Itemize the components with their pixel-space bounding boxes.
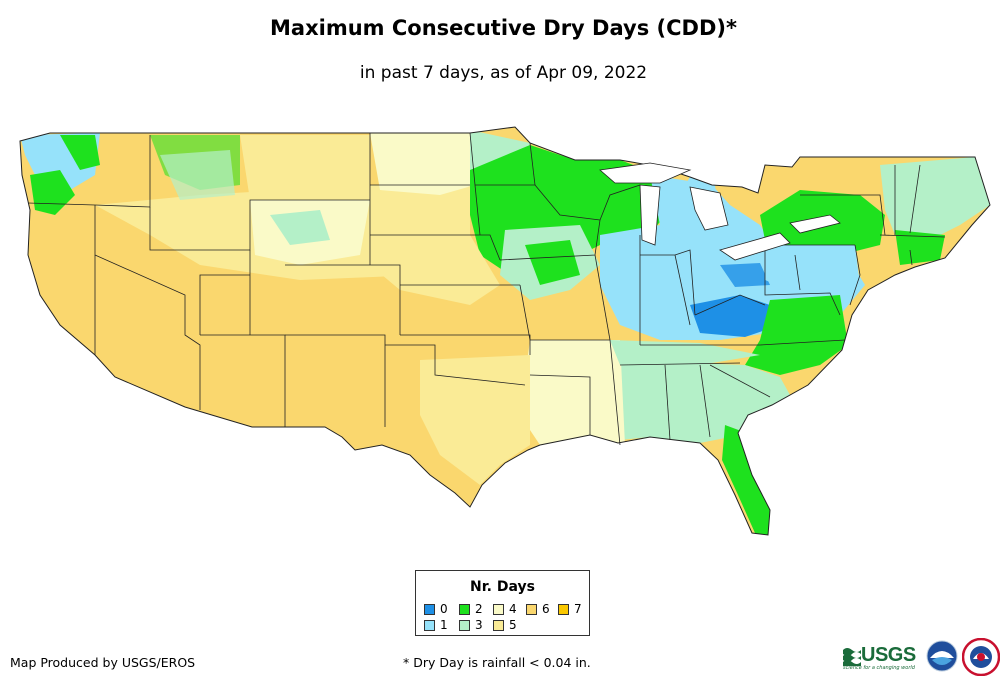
legend-swatch-2	[459, 603, 470, 615]
legend-label-1: 1	[440, 618, 448, 632]
usgs-tagline: science for a changing world	[843, 665, 915, 671]
region-northern-plains-4day	[370, 133, 475, 195]
legend: Nr. Days 0 1 2 3 4 5 6 7	[415, 570, 590, 636]
usgs-wave-icon	[843, 648, 861, 666]
region-ohio-valley-0day	[690, 295, 780, 337]
region-idaho-3day	[160, 150, 235, 200]
legend-item-4: 4	[493, 602, 517, 616]
legend-label-3: 3	[475, 618, 483, 632]
nws-logo-icon	[962, 638, 1000, 676]
state-boundaries	[27, 132, 946, 446]
legend-swatch-0	[424, 603, 435, 615]
legend-swatch-5	[493, 619, 504, 631]
region-montana-5day	[240, 135, 370, 200]
region-tennessee-3day	[610, 340, 760, 365]
legend-label-2: 2	[475, 602, 483, 616]
region-florida-2day	[722, 425, 770, 535]
region-pennsylvania-1day	[765, 245, 860, 290]
legend-swatch-7	[558, 603, 569, 615]
region-massachusetts-2day	[895, 230, 945, 265]
conus-cdd-map	[19, 126, 991, 536]
region-iowa-2day	[525, 240, 580, 285]
legend-swatch-6	[526, 603, 537, 615]
legend-item-0: 0	[424, 602, 448, 616]
great-lakes	[599, 162, 841, 261]
map-subtitle: in past 7 days, as of Apr 09, 2022	[359, 63, 648, 83]
legend-label-0: 0	[440, 602, 448, 616]
region-virginia-2day	[745, 295, 848, 375]
region-cascade-2day	[60, 135, 100, 170]
legend-item-7: 7	[558, 602, 582, 616]
legend-item-2: 2	[459, 602, 483, 616]
legend-label-5: 5	[509, 618, 517, 632]
noaa-logo-icon	[926, 640, 958, 672]
region-lower-mississippi-4day	[520, 340, 625, 445]
region-new-england-3day	[880, 157, 990, 240]
usgs-logo: USGS science for a changing world	[843, 644, 921, 674]
legend-swatch-4	[493, 603, 504, 615]
legend-swatch-3	[459, 619, 470, 631]
credit-text: Map Produced by USGS/EROS	[10, 655, 196, 670]
legend-item-3: 3	[459, 618, 483, 632]
region-kentucky-0day	[720, 263, 770, 287]
legend-swatch-1	[424, 619, 435, 631]
legend-label-7: 7	[574, 602, 582, 616]
legend-label-4: 4	[509, 602, 517, 616]
legend-item-1: 1	[424, 618, 448, 632]
map-title: Maximum Consecutive Dry Days (CDD)*	[270, 16, 737, 40]
conus-outline	[19, 126, 991, 536]
usgs-logo-text: USGS	[861, 644, 916, 666]
region-east-texas-5day	[420, 355, 530, 485]
region-kansas-5day	[370, 235, 500, 305]
legend-label-6: 6	[542, 602, 550, 616]
legend-title: Nr. Days	[470, 579, 535, 595]
footnote-text: * Dry Day is rainfall < 0.04 in.	[403, 655, 591, 670]
legend-item-5: 5	[493, 618, 517, 632]
legend-item-6: 6	[526, 602, 550, 616]
region-wyoming-3day	[270, 210, 330, 245]
